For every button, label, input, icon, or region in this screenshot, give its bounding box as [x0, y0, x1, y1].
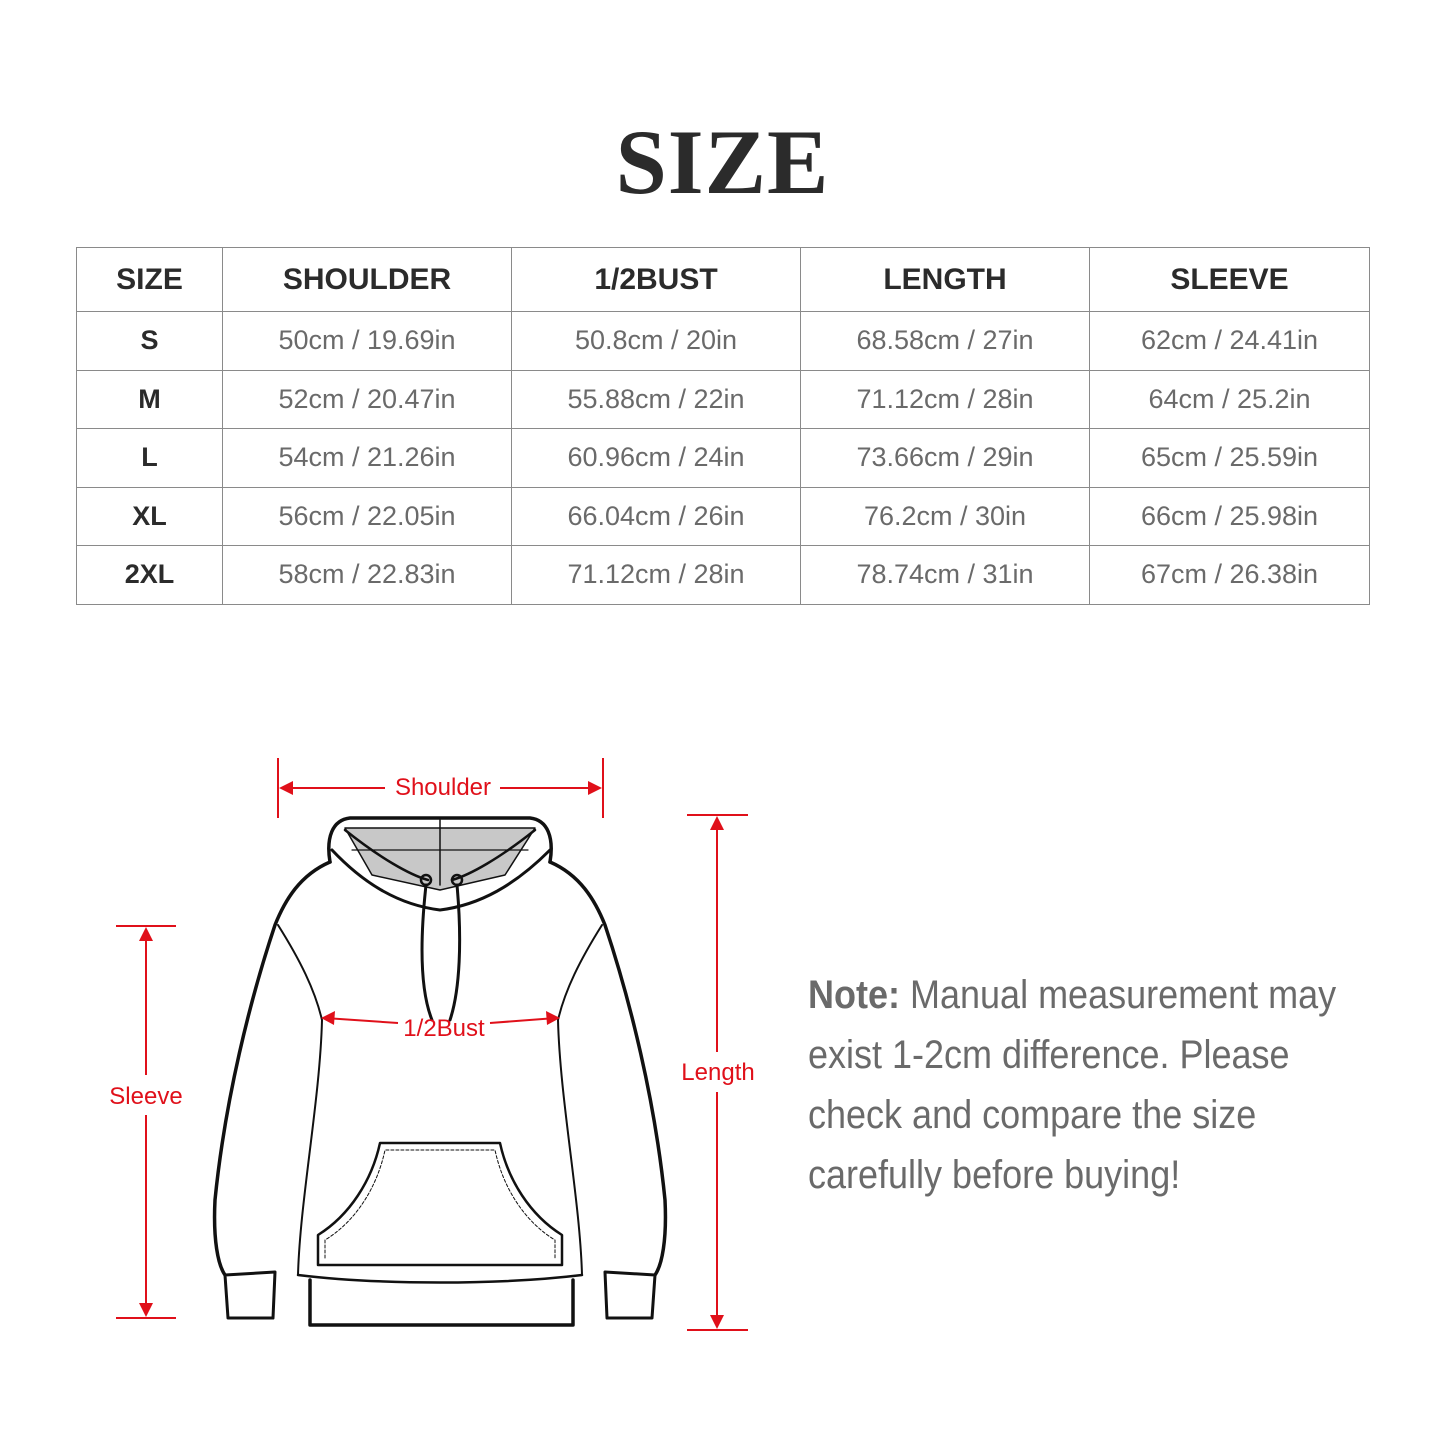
- cell-shoulder: 54cm / 21.26in: [222, 428, 512, 488]
- cell-sleeve: 66cm / 25.98in: [1089, 486, 1370, 546]
- header-length: LENGTH: [800, 247, 1090, 312]
- cell-shoulder: 56cm / 22.05in: [222, 486, 512, 546]
- cell-sleeve: 65cm / 25.59in: [1089, 428, 1370, 488]
- arrow-right-icon: [588, 781, 602, 795]
- length-label: Length: [681, 1059, 754, 1086]
- arrow-left-icon: [279, 781, 293, 795]
- cell-size: XL: [76, 486, 223, 546]
- cell-size: 2XL: [76, 545, 223, 605]
- cell-size: L: [76, 428, 223, 488]
- cell-bust: 60.96cm / 24in: [511, 428, 801, 488]
- table-row: M 52cm / 20.47in 55.88cm / 22in 71.12cm / 2…: [76, 369, 1370, 429]
- header-sleeve: SLEEVE: [1089, 247, 1370, 312]
- hoodie-illustration: [212, 816, 668, 1327]
- header-size: SIZE: [76, 247, 223, 312]
- note-label: Note:: [808, 973, 900, 1017]
- cell-length: 76.2cm / 30in: [800, 486, 1090, 546]
- header-bust: 1/2BUST: [511, 247, 801, 312]
- bust-label: 1/2Bust: [403, 1015, 485, 1042]
- table-row: L 54cm / 21.26in 60.96cm / 24in 73.66cm / 2…: [76, 428, 1370, 488]
- length-measure: [687, 814, 748, 1331]
- size-table: SIZE SHOULDER 1/2BUST LENGTH SLEEVE S 50c…: [76, 247, 1370, 605]
- table-header-row: SIZE SHOULDER 1/2BUST LENGTH SLEEVE: [76, 247, 1370, 312]
- cell-size: S: [76, 311, 223, 371]
- page-title: SIZE: [615, 111, 830, 213]
- cell-bust: 50.8cm / 20in: [511, 311, 801, 371]
- note-body: Manual measurement may exist 1-2cm diffe…: [808, 973, 1337, 1197]
- table-row: XL 56cm / 22.05in 66.04cm / 26in 76.2cm / 3…: [76, 486, 1370, 546]
- shoulder-measure: [277, 758, 604, 818]
- cell-shoulder: 50cm / 19.69in: [222, 311, 512, 371]
- cell-bust: 66.04cm / 26in: [511, 486, 801, 546]
- cell-sleeve: 62cm / 24.41in: [1089, 311, 1370, 371]
- table-row: S 50cm / 19.69in 50.8cm / 20in 68.58cm / 27…: [76, 311, 1370, 371]
- bust-measure: [321, 1011, 560, 1025]
- sleeve-label: Sleeve: [109, 1083, 182, 1110]
- cell-length: 78.74cm / 31in: [800, 545, 1090, 605]
- cell-shoulder: 58cm / 22.83in: [222, 545, 512, 605]
- cell-bust: 55.88cm / 22in: [511, 369, 801, 429]
- cell-sleeve: 64cm / 25.2in: [1089, 369, 1370, 429]
- cell-shoulder: 52cm / 20.47in: [222, 369, 512, 429]
- note-text: Note: Manual measurement may exist 1-2cm…: [808, 965, 1348, 1205]
- cell-size: M: [76, 369, 223, 429]
- cell-sleeve: 67cm / 26.38in: [1089, 545, 1370, 605]
- header-shoulder: SHOULDER: [222, 247, 512, 312]
- cell-length: 71.12cm / 28in: [800, 369, 1090, 429]
- table-row: 2XL 58cm / 22.83in 71.12cm / 28in 78.74cm /…: [76, 545, 1370, 605]
- shoulder-label: Shoulder: [395, 774, 491, 801]
- sleeve-measure: [116, 925, 176, 1319]
